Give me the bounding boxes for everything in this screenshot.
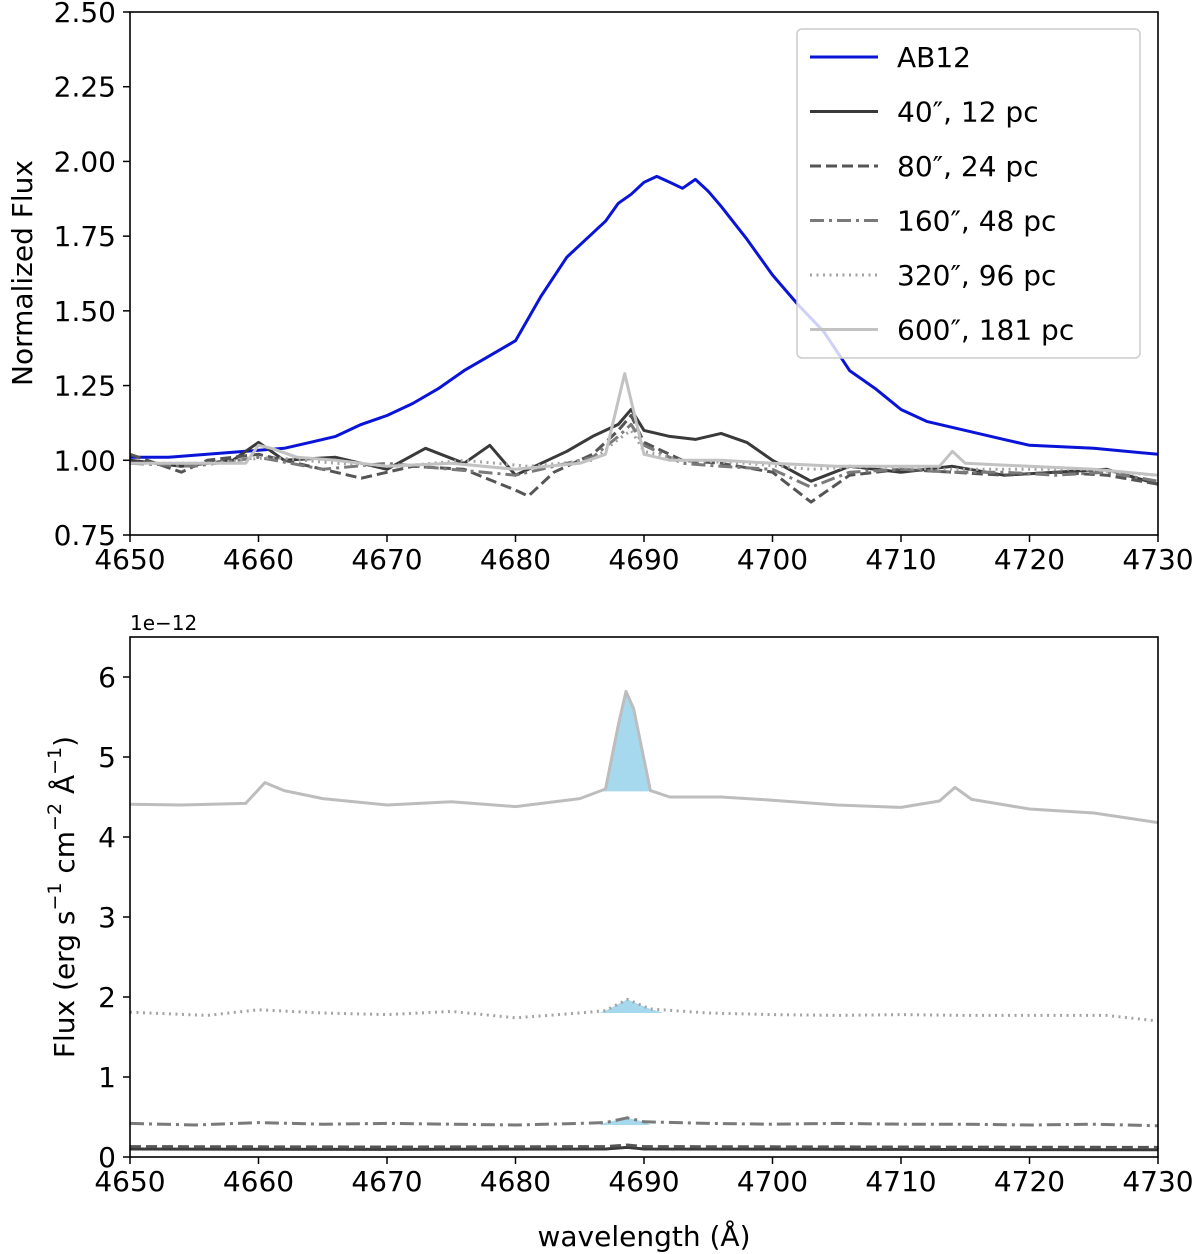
bottom-y-tick-label: 1 (98, 1061, 116, 1094)
bottom-series-line-40-12-pc (129, 1145, 1159, 1152)
top-x-tick-label: 4690 (608, 543, 679, 576)
top-y-tick-label: 0.75 (54, 519, 116, 552)
top-y-axis-ticks: 0.75 1.00 1.25 1.50 1.75 2.00 2.25 2.50 (54, 0, 130, 552)
bottom-x-axis-label: wavelength (Å) (537, 1219, 750, 1253)
legend-label: 40″, 12 pc (897, 96, 1039, 129)
bottom-series-line-600-181-pc (129, 689, 1159, 825)
top-series-line-600-181-pc (130, 372, 1159, 477)
top-y-tick-label: 1.00 (54, 444, 116, 477)
top-y-tick-label: 2.50 (54, 0, 116, 29)
legend-label: 80″, 24 pc (897, 150, 1039, 183)
bottom-y-tick-label: 0 (98, 1141, 116, 1174)
top-y-tick-label: 1.50 (54, 295, 116, 328)
top-y-axis-label: Normalized Flux (6, 160, 39, 386)
bottom-series-line-320-96-pc (129, 997, 1159, 1023)
legend-item: 40″, 12 pc (810, 96, 1039, 129)
top-x-tick-label: 4720 (994, 543, 1065, 576)
bottom-x-tick-label: 4660 (223, 1165, 294, 1198)
legend: AB12 40″, 12 pc 80″, 24 pc 160″, 48 pc 320″,… (796, 28, 1141, 359)
bottom-panel-flux: 4650 4660 4670 4680 4690 4700 4710 4720 4730 0 1 2… (44, 611, 1194, 1253)
bottom-x-tick-label: 4690 (608, 1165, 679, 1198)
bottom-x-tick-label: 4730 (1122, 1165, 1193, 1198)
top-x-tick-label: 4730 (1122, 543, 1193, 576)
bottom-x-tick-label: 4700 (737, 1165, 808, 1198)
bottom-fill-320-96-pc (599, 999, 664, 1013)
bottom-fill-160-48-pc (599, 1117, 651, 1125)
bottom-offset-text: 1e−12 (130, 611, 197, 635)
bottom-series-line-80-24-pc (129, 1143, 1159, 1149)
top-x-tick-label: 4710 (865, 543, 936, 576)
bottom-y-axis-ticks: 0 1 2 3 4 5 6 (98, 661, 130, 1174)
top-x-tick-label: 4700 (737, 543, 808, 576)
top-y-tick-label: 2.00 (54, 145, 116, 178)
legend-frame (796, 28, 1141, 359)
top-panel-normalized-flux: 4650 4660 4670 4680 4690 4700 4710 4720 4730 0.7… (6, 0, 1194, 576)
bottom-y-tick-label: 4 (98, 821, 116, 854)
legend-item: AB12 (810, 41, 971, 74)
top-x-tick-label: 4660 (223, 543, 294, 576)
legend-label: AB12 (897, 41, 971, 74)
bottom-x-tick-label: 4680 (480, 1165, 551, 1198)
bottom-plot-area (129, 689, 1159, 1152)
bottom-y-tick-label: 5 (98, 741, 116, 774)
legend-item: 160″, 48 pc (810, 205, 1056, 238)
legend-label: 320″, 96 pc (897, 259, 1056, 292)
top-y-tick-label: 2.25 (54, 71, 116, 104)
top-x-tick-label: 4650 (94, 543, 165, 576)
legend-item: 320″, 96 pc (810, 259, 1056, 292)
top-series-line-ab12 (130, 174, 1159, 459)
bottom-axes-frame (129, 636, 1159, 1158)
bottom-y-tick-label: 6 (98, 661, 116, 694)
bottom-y-tick-label: 2 (98, 981, 116, 1014)
bottom-x-tick-label: 4670 (351, 1165, 422, 1198)
bottom-x-axis-ticks: 4650 4660 4670 4680 4690 4700 4710 4720 4730 (94, 1157, 1194, 1198)
bottom-x-tick-label: 4720 (994, 1165, 1065, 1198)
legend-item: 80″, 24 pc (810, 150, 1039, 183)
top-x-tick-label: 4670 (351, 543, 422, 576)
top-x-tick-label: 4680 (480, 543, 551, 576)
top-y-tick-label: 1.75 (54, 220, 116, 253)
legend-item: 600″, 181 pc (810, 314, 1074, 347)
bottom-x-tick-label: 4650 (94, 1165, 165, 1198)
top-x-axis-ticks: 4650 4660 4670 4680 4690 4700 4710 4720 4730 (94, 535, 1194, 576)
bottom-y-axis-label: Flux (erg s−1 cm−2 Å−1) (44, 736, 82, 1058)
bottom-y-tick-label: 3 (98, 901, 116, 934)
legend-label: 600″, 181 pc (897, 314, 1074, 347)
top-plot-area (129, 174, 1159, 504)
legend-label: 160″, 48 pc (897, 205, 1056, 238)
bottom-series-line-160-48-pc (129, 1116, 1159, 1128)
top-y-tick-label: 1.25 (54, 370, 116, 403)
bottom-x-tick-label: 4710 (865, 1165, 936, 1198)
